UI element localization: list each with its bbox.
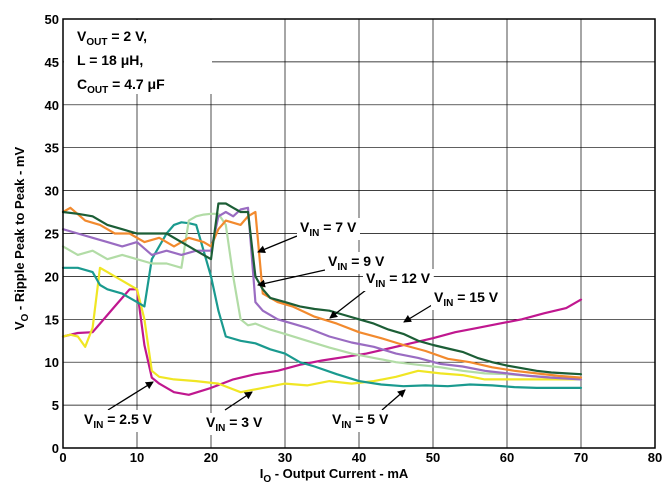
condition-text-0: VOUT = 2 V, — [77, 28, 147, 48]
axis-titles: IO - Output Current - mA VO - Ripple Peak… — [12, 147, 409, 485]
annotation-arrow-15-v — [403, 304, 433, 323]
x-tick-label-40: 40 — [352, 450, 366, 465]
series-line-3-v — [61, 266, 583, 394]
annotation-arrow-3-v — [224, 391, 253, 411]
annotation-label-2-5-v: VIN = 2.5 V — [84, 411, 153, 431]
annotation-label-9-v: VIN = 9 V — [328, 253, 385, 273]
y-tick-label-5: 5 — [52, 398, 59, 413]
annotation-bg-9-v — [325, 252, 388, 274]
condition-text-2: COUT = 4.7 μF — [77, 76, 165, 96]
y-tick-label-10: 10 — [45, 355, 59, 370]
y-tick-label-0: 0 — [52, 441, 59, 456]
series-line-2-5-v — [61, 288, 583, 396]
annotation-bg-5-v — [329, 410, 392, 432]
annotation-bg-7-v — [297, 218, 360, 240]
x-tick-label-50: 50 — [426, 450, 440, 465]
annotation-bg-3-v — [203, 413, 266, 435]
annotation-label-12-v: VIN = 12 V — [366, 270, 431, 290]
annotation-arrow-9-v — [257, 269, 326, 288]
annotation-bg-2-5-v — [81, 410, 156, 432]
annotation-arrow-7-v — [257, 235, 298, 254]
annotation-label-15-v: VIN = 15 V — [434, 289, 499, 309]
x-axis-title: IO - Output Current - mA — [260, 466, 409, 485]
x-tick-label-70: 70 — [574, 450, 588, 465]
y-tick-label-20: 20 — [45, 269, 59, 284]
y-tick-label-40: 40 — [45, 98, 59, 113]
series-line-9-v — [61, 206, 583, 379]
y-tick-label-45: 45 — [45, 55, 59, 70]
conditions-box: VOUT = 2 V, L = 18 μH, COUT = 4.7 μF — [64, 20, 212, 96]
y-tick-labels: 0 5 10 15 20 25 30 35 40 45 50 — [45, 12, 59, 456]
plot-frame — [62, 18, 656, 449]
annotation-arrow-2-5-v — [107, 381, 154, 411]
annotation-arrow-12-v — [329, 289, 367, 319]
annotation-label-3-v: VIN = 3 V — [206, 414, 263, 434]
y-tick-label-50: 50 — [45, 12, 59, 27]
annotation-label-7-v: VIN = 7 V — [300, 219, 357, 239]
x-tick-label-30: 30 — [278, 450, 292, 465]
annotation-bg-12-v — [363, 269, 434, 291]
annotation-label-5-v: VIN = 5 V — [332, 411, 389, 431]
y-tick-label-15: 15 — [45, 312, 59, 327]
annotation-arrow-5-v — [381, 389, 406, 411]
x-tick-label-0: 0 — [59, 450, 66, 465]
x-tick-label-10: 10 — [130, 450, 144, 465]
series-group — [61, 202, 583, 396]
y-tick-label-25: 25 — [45, 227, 59, 242]
annotation-bg-15-v — [431, 288, 502, 310]
series-line-15-v — [61, 212, 583, 381]
x-tick-label-80: 80 — [648, 450, 662, 465]
conditions-box-bg — [64, 20, 212, 94]
series-line-5-v — [61, 221, 583, 389]
x-tick-label-60: 60 — [500, 450, 514, 465]
x-tick-label-20: 20 — [204, 450, 218, 465]
condition-text-1: L = 18 μH, — [77, 52, 143, 68]
x-tick-labels: 0 10 20 30 40 50 60 70 80 — [59, 450, 662, 465]
y-tick-label-35: 35 — [45, 141, 59, 156]
y-tick-label-30: 30 — [45, 184, 59, 199]
series-line-12-v — [61, 206, 583, 381]
y-axis-title: VO - Ripple Peak to Peak - mV — [12, 147, 31, 331]
series-line-7-v — [61, 202, 583, 376]
